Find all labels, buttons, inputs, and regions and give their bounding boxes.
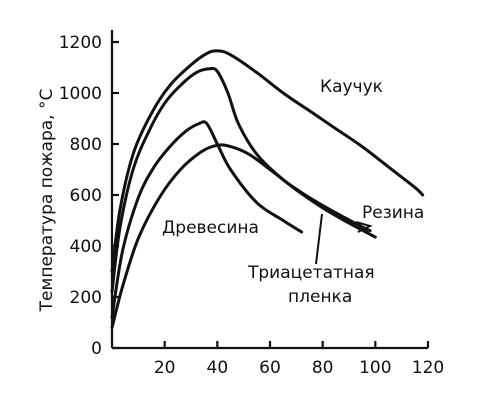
label-rezina: Резина <box>362 203 424 223</box>
y-tick-label: 800 <box>70 135 102 155</box>
label-leaders <box>315 213 373 265</box>
series-kauchuk <box>110 49 425 273</box>
y-tick-label: 600 <box>70 186 102 206</box>
series-labels: Каучук Резина Древесина Триацетатная пле… <box>162 77 424 307</box>
y-tick-label: 1000 <box>59 84 102 104</box>
x-tick-label: 20 <box>154 358 176 378</box>
y-tick-label: 400 <box>70 237 102 257</box>
x-tick-label: 80 <box>312 358 334 378</box>
x-tick-label: 120 <box>412 358 444 378</box>
tick-labels: 0 200 400 600 800 1000 1200 20 40 60 80 100 120 <box>59 33 444 378</box>
y-tick-label: 200 <box>70 288 102 308</box>
label-triacetat-line2: пленка <box>288 287 352 307</box>
series-rezina <box>110 66 372 294</box>
series-lines <box>110 49 425 330</box>
leader-triacetat <box>315 213 323 265</box>
y-axis-title: Температура пожара, °C <box>37 89 57 313</box>
y-tick-label: 1200 <box>59 33 102 53</box>
series-triacetat <box>110 143 377 330</box>
leader-rezina <box>355 221 373 233</box>
series-drevesina <box>110 120 304 319</box>
label-kauchuk: Каучук <box>320 77 383 97</box>
y-tick-label: 0 <box>91 339 102 359</box>
x-tick-label: 40 <box>207 358 229 378</box>
label-triacetat-line1: Триацетатная <box>247 263 375 283</box>
x-tick-label: 100 <box>359 358 391 378</box>
label-drevesina: Древесина <box>162 218 259 238</box>
x-tick-label: 60 <box>259 358 281 378</box>
